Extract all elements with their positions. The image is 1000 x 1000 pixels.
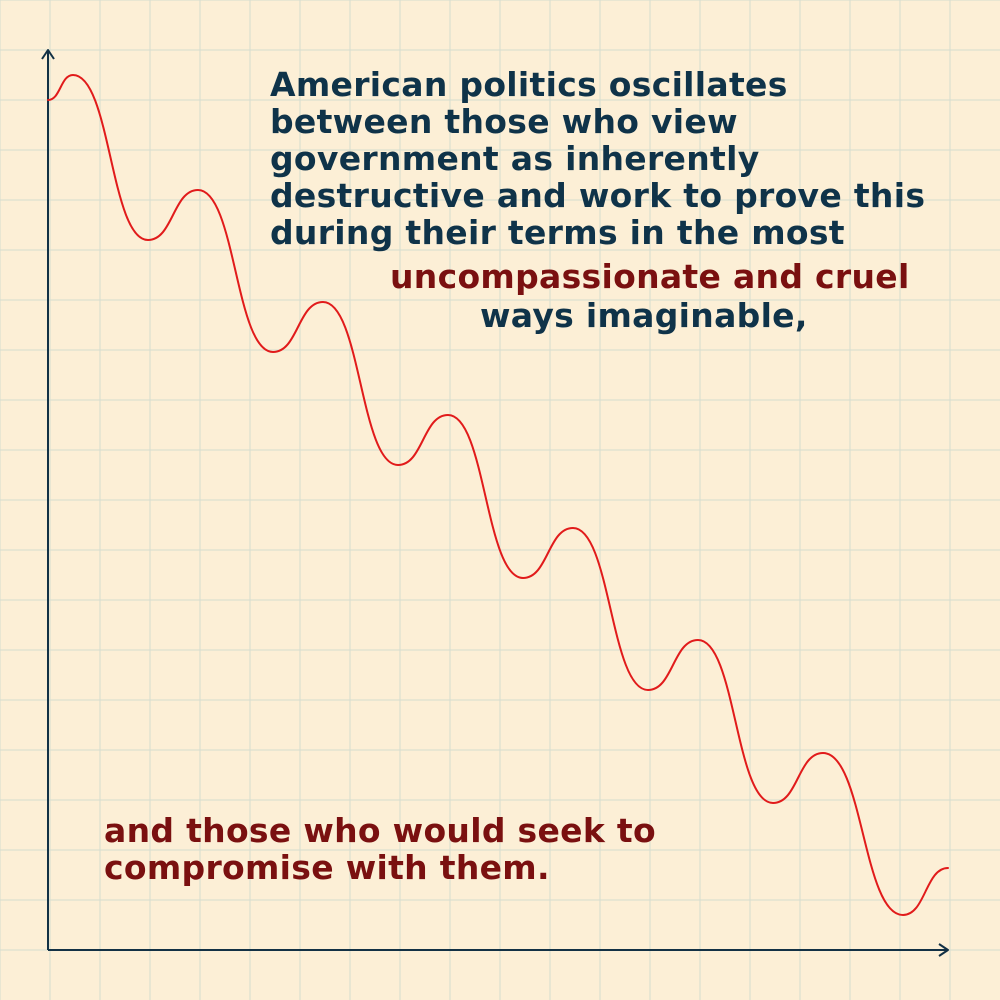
caption-top-line-2: between those who view — [270, 102, 738, 141]
axes — [41, 49, 949, 957]
caption-top-line-1: American politics oscillates — [270, 65, 788, 104]
caption-bottom-line-1: and those who would seek to — [104, 811, 656, 850]
caption-top-line-5: during their terms in the most — [270, 213, 845, 252]
caption-top-line-3: government as inherently — [270, 139, 760, 178]
caption-accent-line: uncompassionate and cruel — [390, 257, 910, 296]
caption-bottom-line-2: compromise with them. — [104, 848, 550, 887]
caption-top-line-4: destructive and work to prove this — [270, 176, 926, 215]
caption-continuation-line: ways imaginable, — [480, 296, 808, 335]
x-axis-arrow — [938, 943, 949, 957]
y-axis-arrow — [41, 49, 55, 60]
series-line — [47, 73, 949, 917]
